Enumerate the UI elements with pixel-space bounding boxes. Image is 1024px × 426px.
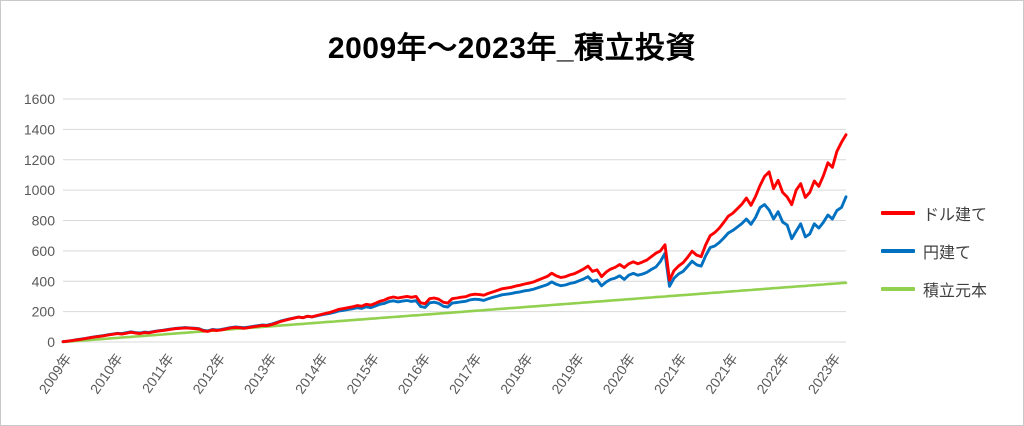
x-axis-label: 2014年 xyxy=(292,351,331,397)
x-axis-label: 2009年 xyxy=(35,351,74,397)
series-line-jpy xyxy=(61,195,848,344)
legend-label-usd: ドル建て xyxy=(923,207,988,224)
x-axis-label: 2019年 xyxy=(548,351,587,397)
y-axis-label: 600 xyxy=(32,243,56,259)
y-axis-label: 1400 xyxy=(24,121,55,137)
legend-item-usd: ドル建て xyxy=(881,204,988,224)
chart-title: 2009年～2023年_積立投資 xyxy=(327,32,697,65)
x-axis-label: 2012年 xyxy=(189,351,228,397)
x-axis-label: 2010年 xyxy=(87,351,126,397)
y-axis-label: 800 xyxy=(32,213,56,229)
x-axis-label: 2017年 xyxy=(446,351,485,397)
x-axis-label: 2015年 xyxy=(343,351,382,397)
series-line-usd xyxy=(61,133,848,344)
x-axis-label: 2022年 xyxy=(753,351,792,397)
y-axis-label: 1600 xyxy=(24,91,55,107)
x-axis-label: 2020年 xyxy=(599,351,638,397)
y-axis-label: 400 xyxy=(32,273,56,289)
legend-label-principal: 積立元本 xyxy=(923,283,988,300)
principal-line-swatch-icon xyxy=(881,287,915,291)
legend-item-jpy: 円建て xyxy=(881,242,987,262)
y-axis-label: 0 xyxy=(47,334,55,350)
y-axis-label: 1200 xyxy=(24,152,55,168)
x-axis-label: 2021年 xyxy=(651,351,690,397)
legend-item-principal: 積立元本 xyxy=(881,280,988,300)
x-axis-label: 2013年 xyxy=(241,351,280,397)
x-axis-label: 2021年 xyxy=(702,351,741,397)
y-axis-label: 200 xyxy=(32,304,56,320)
x-axis-label: 2023年 xyxy=(804,351,843,397)
x-axis-label: 2011年 xyxy=(139,351,177,396)
legend-label-jpy: 円建て xyxy=(923,245,972,262)
usd-line-swatch-icon xyxy=(881,211,915,215)
legend: ドル建て 円建て 積立元本 xyxy=(881,204,988,300)
jpy-line-swatch-icon xyxy=(881,249,915,253)
series-line-principal xyxy=(61,281,848,344)
x-axis-label: 2016年 xyxy=(394,351,433,397)
y-axis-label: 1000 xyxy=(24,182,55,198)
x-axis-label: 2018年 xyxy=(497,351,536,397)
